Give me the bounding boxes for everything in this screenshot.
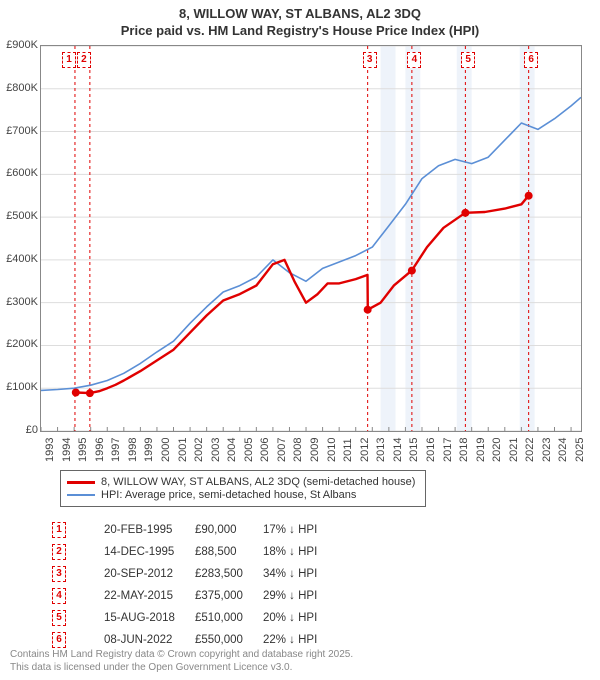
- transaction-price: £375,000: [195, 586, 261, 606]
- transaction-row: 1 20-FEB-1995£90,00017% ↓ HPI: [52, 520, 335, 540]
- event-marker: 2: [52, 544, 66, 560]
- x-tick-label: 2023: [541, 438, 553, 462]
- x-tick-label: 2002: [193, 438, 205, 462]
- x-tick-label: 2005: [243, 438, 255, 462]
- footer: Contains HM Land Registry data © Crown c…: [10, 649, 353, 674]
- event-marker: 6: [52, 632, 66, 648]
- event-marker: 4: [52, 588, 66, 604]
- transaction-date: 22-MAY-2015: [104, 586, 193, 606]
- x-tick-label: 2009: [309, 438, 321, 462]
- transaction-price: £88,500: [195, 542, 261, 562]
- x-tick-label: 2018: [458, 438, 470, 462]
- x-tick-label: 2001: [177, 438, 189, 462]
- transaction-row: 2 14-DEC-1995£88,50018% ↓ HPI: [52, 542, 335, 562]
- transaction-row: 6 08-JUN-2022£550,00022% ↓ HPI: [52, 630, 335, 650]
- x-tick-label: 2013: [375, 438, 387, 462]
- x-tick-label: 2020: [491, 438, 503, 462]
- footer-line-2: This data is licensed under the Open Gov…: [10, 662, 353, 675]
- x-tick-label: 1998: [127, 438, 139, 462]
- transaction-row: 5 15-AUG-2018£510,00020% ↓ HPI: [52, 608, 335, 628]
- y-tick-label: £200K: [6, 338, 38, 350]
- y-tick-label: £600K: [6, 167, 38, 179]
- y-tick-label: £500K: [6, 210, 38, 222]
- event-marker: 5: [461, 52, 475, 68]
- title-line-2: Price paid vs. HM Land Registry's House …: [0, 23, 600, 40]
- x-tick-label: 2015: [408, 438, 420, 462]
- y-tick-label: £300K: [6, 296, 38, 308]
- x-tick-label: 2008: [292, 438, 304, 462]
- transaction-price: £510,000: [195, 608, 261, 628]
- legend-label-hpi: HPI: Average price, semi-detached house,…: [101, 489, 356, 501]
- legend-label-price: 8, WILLOW WAY, ST ALBANS, AL2 3DQ (semi-…: [101, 476, 415, 488]
- x-tick-label: 2019: [475, 438, 487, 462]
- event-marker: 5: [52, 610, 66, 626]
- event-marker: 3: [52, 566, 66, 582]
- x-tick-label: 2022: [524, 438, 536, 462]
- y-tick-label: £900K: [6, 39, 38, 51]
- x-tick-label: 2007: [276, 438, 288, 462]
- figure-root: 8, WILLOW WAY, ST ALBANS, AL2 3DQ Price …: [0, 0, 600, 680]
- x-tick-label: 2003: [210, 438, 222, 462]
- transaction-date: 08-JUN-2022: [104, 630, 193, 650]
- y-tick-label: £400K: [6, 253, 38, 265]
- event-marker: 6: [524, 52, 538, 68]
- event-marker: 2: [77, 52, 91, 68]
- x-tick-label: 1996: [94, 438, 106, 462]
- legend-item-price: 8, WILLOW WAY, ST ALBANS, AL2 3DQ (semi-…: [67, 476, 415, 488]
- transaction-row: 3 20-SEP-2012£283,50034% ↓ HPI: [52, 564, 335, 584]
- transaction-delta: 29% ↓ HPI: [263, 586, 335, 606]
- x-tick-label: 1995: [77, 438, 89, 462]
- chart-area: [40, 45, 582, 432]
- event-marker: 3: [363, 52, 377, 68]
- event-marker: 4: [407, 52, 421, 68]
- y-tick-label: £800K: [6, 82, 38, 94]
- transaction-delta: 34% ↓ HPI: [263, 564, 335, 584]
- event-marker: 1: [62, 52, 76, 68]
- transaction-row: 4 22-MAY-2015£375,00029% ↓ HPI: [52, 586, 335, 606]
- title-line-1: 8, WILLOW WAY, ST ALBANS, AL2 3DQ: [0, 6, 600, 23]
- x-tick-label: 2006: [259, 438, 271, 462]
- transaction-date: 15-AUG-2018: [104, 608, 193, 628]
- transaction-date: 20-SEP-2012: [104, 564, 193, 584]
- x-tick-label: 2011: [342, 438, 354, 462]
- transaction-delta: 17% ↓ HPI: [263, 520, 335, 540]
- y-tick-label: £700K: [6, 125, 38, 137]
- x-tick-label: 2016: [425, 438, 437, 462]
- x-tick-label: 2021: [508, 438, 520, 462]
- x-tick-label: 1994: [61, 438, 73, 462]
- y-tick-label: £100K: [6, 381, 38, 393]
- x-tick-label: 2010: [326, 438, 338, 462]
- legend: 8, WILLOW WAY, ST ALBANS, AL2 3DQ (semi-…: [60, 470, 426, 507]
- x-tick-label: 2025: [574, 438, 586, 462]
- x-tick-label: 2000: [160, 438, 172, 462]
- transaction-price: £283,500: [195, 564, 261, 584]
- x-tick-label: 2012: [359, 438, 371, 462]
- x-tick-label: 1997: [110, 438, 122, 462]
- footer-line-1: Contains HM Land Registry data © Crown c…: [10, 649, 353, 662]
- transaction-delta: 22% ↓ HPI: [263, 630, 335, 650]
- x-tick-label: 1993: [44, 438, 56, 462]
- x-tick-label: 2017: [442, 438, 454, 462]
- x-tick-label: 2004: [226, 438, 238, 462]
- transaction-delta: 20% ↓ HPI: [263, 608, 335, 628]
- chart-title: 8, WILLOW WAY, ST ALBANS, AL2 3DQ Price …: [0, 0, 600, 40]
- x-tick-label: 2024: [557, 438, 569, 462]
- transactions-table: 1 20-FEB-1995£90,00017% ↓ HPI 2 14-DEC-1995…: [50, 518, 337, 652]
- transaction-date: 14-DEC-1995: [104, 542, 193, 562]
- transaction-price: £90,000: [195, 520, 261, 540]
- transaction-date: 20-FEB-1995: [104, 520, 193, 540]
- transaction-delta: 18% ↓ HPI: [263, 542, 335, 562]
- x-tick-label: 2014: [392, 438, 404, 462]
- transaction-price: £550,000: [195, 630, 261, 650]
- y-tick-label: £0: [26, 424, 38, 436]
- event-marker: 1: [52, 522, 66, 538]
- x-tick-label: 1999: [143, 438, 155, 462]
- legend-item-hpi: HPI: Average price, semi-detached house,…: [67, 489, 415, 501]
